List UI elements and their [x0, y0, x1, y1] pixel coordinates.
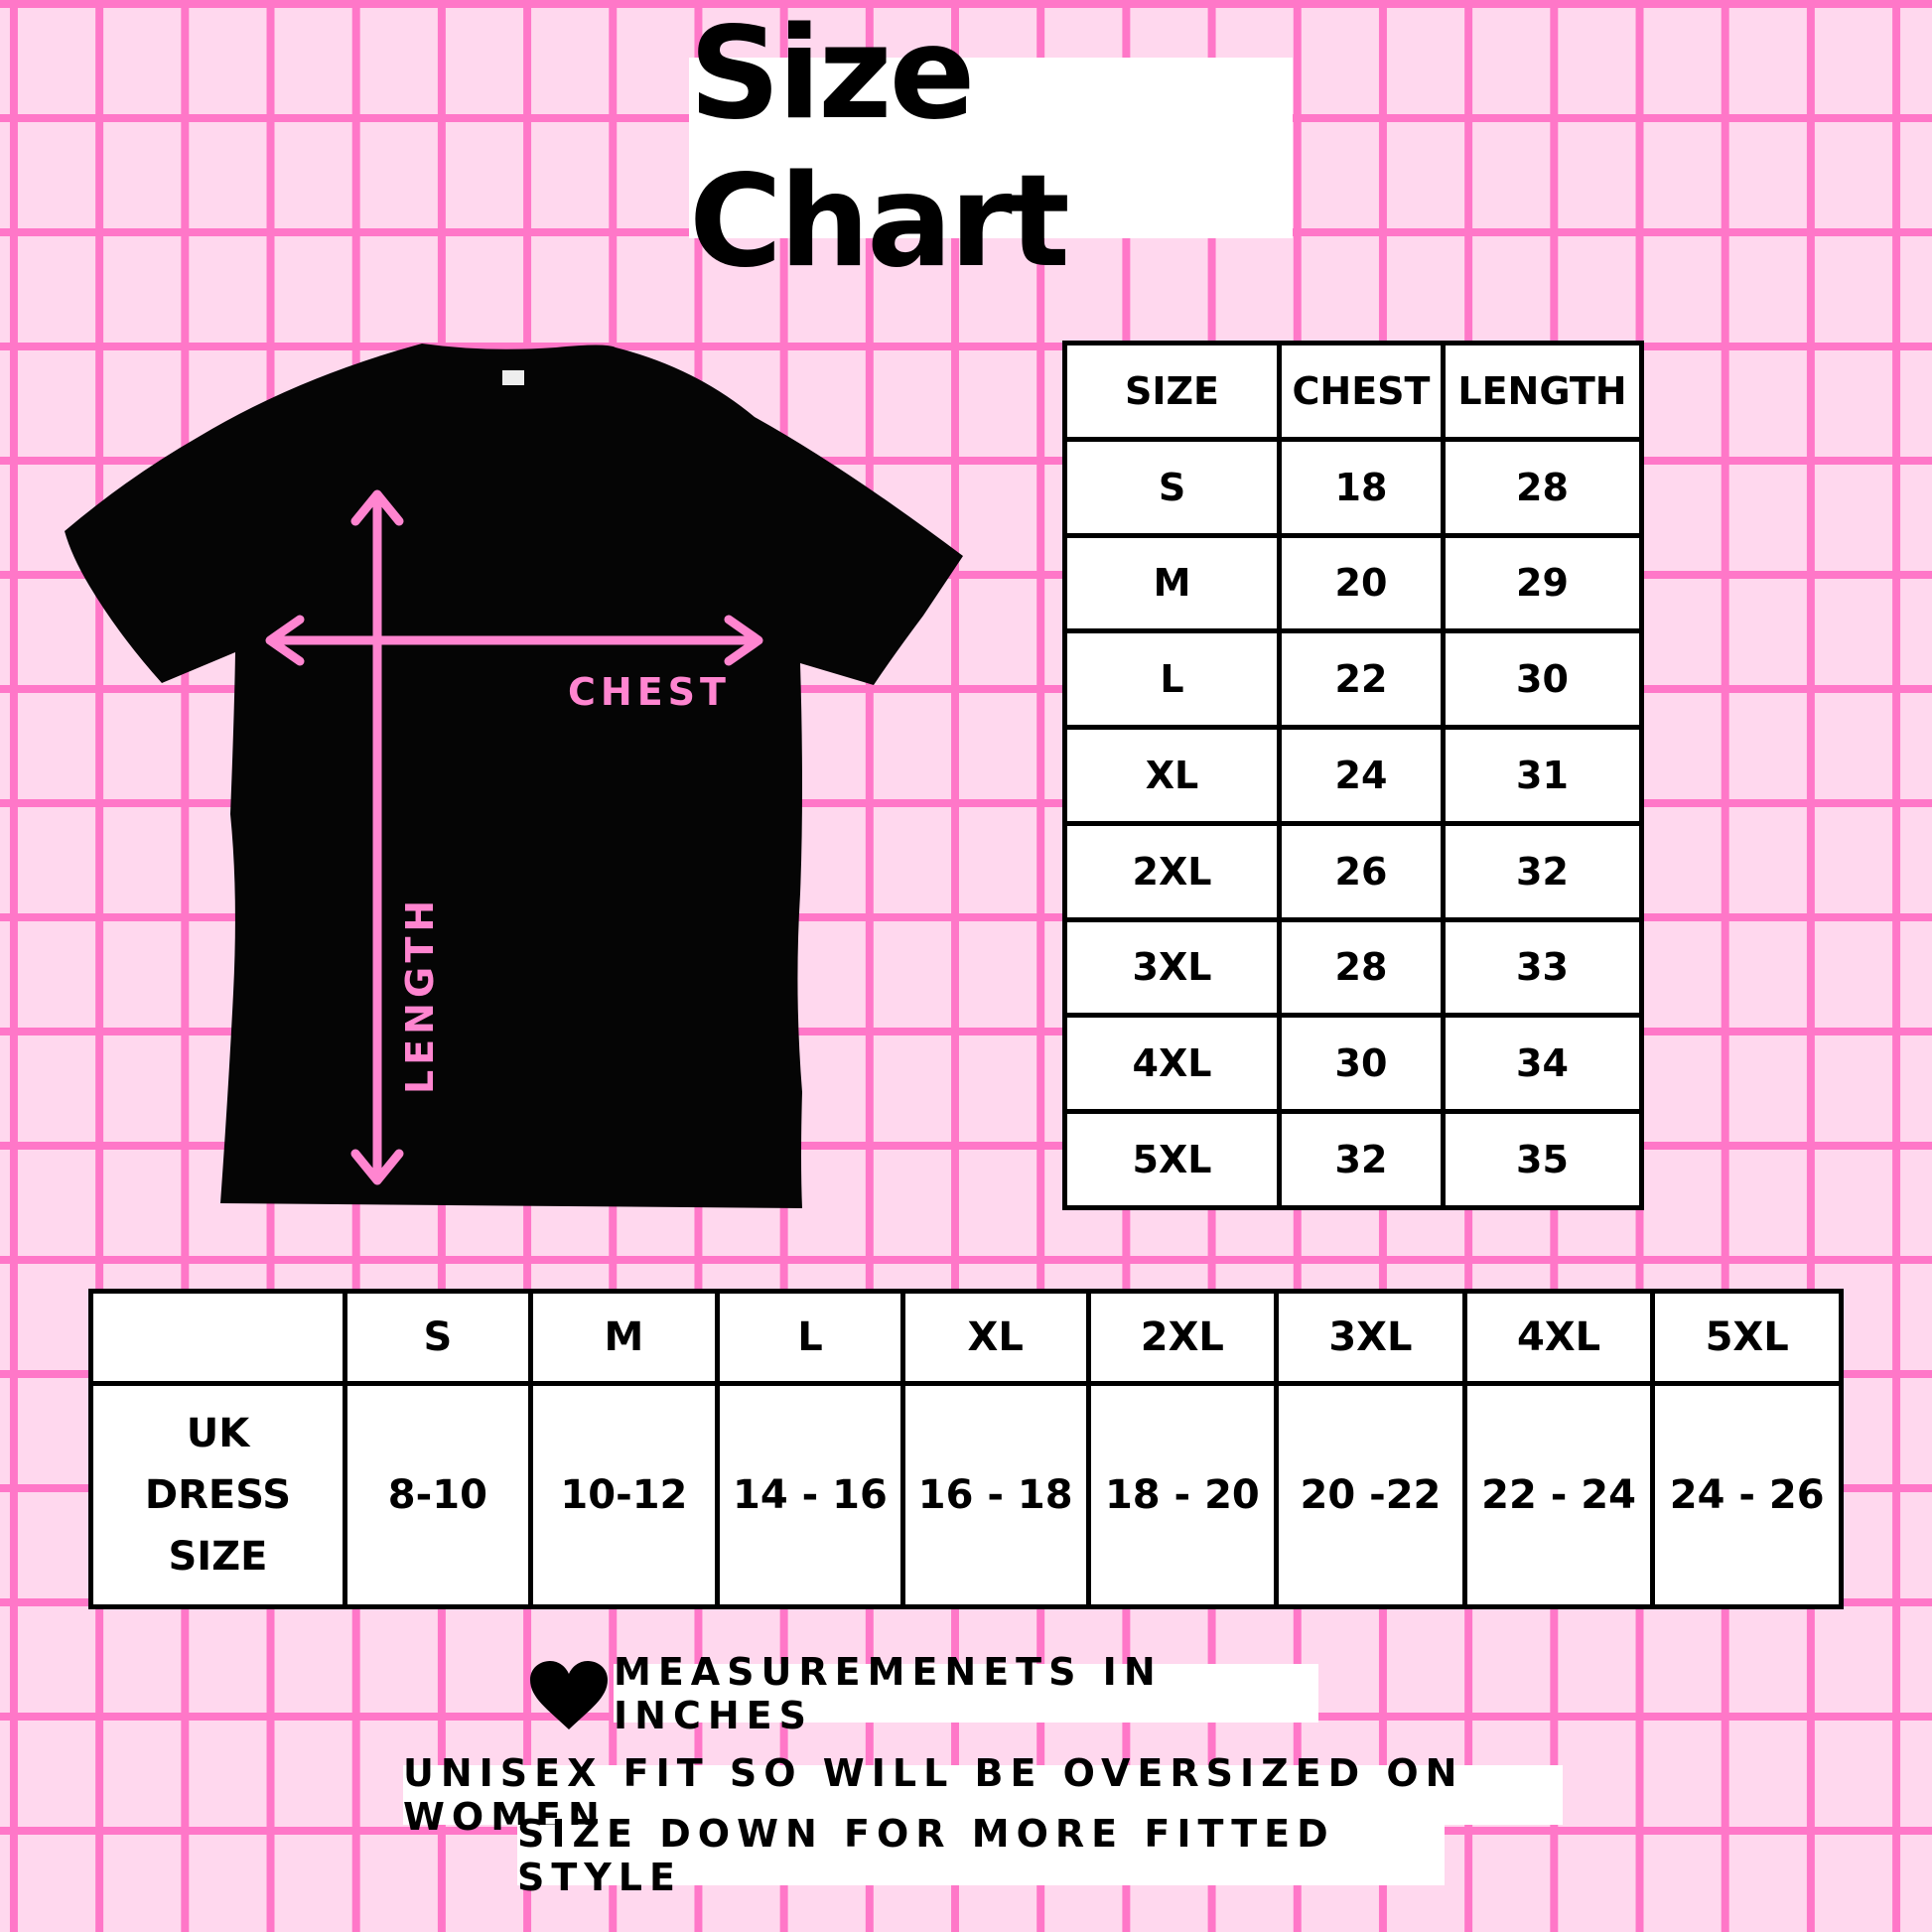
header-size: 2XL	[1085, 1289, 1280, 1386]
chest-arrow-left-head	[265, 615, 305, 666]
length-label: LENGTH	[398, 895, 442, 1094]
header-size: S	[343, 1289, 533, 1386]
header-size: 4XL	[1461, 1289, 1656, 1386]
cell-length: 32	[1441, 820, 1644, 922]
cell-chest: 32	[1277, 1109, 1446, 1210]
cell-uk-size: 20 -22	[1274, 1381, 1467, 1609]
cell-chest: 26	[1277, 820, 1446, 922]
tshirt-diagram	[65, 344, 963, 1208]
cell-length: 33	[1441, 916, 1644, 1019]
table-row: 4XL 30 34	[1062, 1013, 1644, 1115]
cell-size: L	[1062, 628, 1282, 731]
cell-size: M	[1062, 532, 1282, 634]
cell-chest: 18	[1277, 436, 1446, 538]
table-row: UK DRESS SIZE 8-10 10-12 14 - 16 16 - 18…	[87, 1381, 1844, 1609]
cell-uk-size: 8-10	[343, 1381, 533, 1609]
cell-uk-size: 16 - 18	[899, 1381, 1091, 1609]
table-row: 3XL 28 33	[1062, 916, 1644, 1019]
cell-length: 30	[1441, 628, 1644, 731]
header-chest: CHEST	[1277, 341, 1446, 442]
header-size: 3XL	[1274, 1289, 1467, 1386]
cell-length: 35	[1441, 1109, 1644, 1210]
row-label: UK DRESS SIZE	[87, 1381, 348, 1609]
header-empty	[87, 1289, 348, 1386]
table-row: L 22 30	[1062, 628, 1644, 731]
cell-uk-size: 18 - 20	[1085, 1381, 1280, 1609]
table-header-row: S M L XL 2XL 3XL 4XL 5XL	[87, 1289, 1844, 1386]
cell-length: 31	[1441, 725, 1644, 826]
cell-chest: 20	[1277, 532, 1446, 634]
cell-size: 3XL	[1062, 916, 1282, 1019]
table-row: S 18 28	[1062, 436, 1644, 538]
title-box: Size Chart	[689, 0, 1293, 296]
uk-dress-size-table: S M L XL 2XL 3XL 4XL 5XL UK DRESS SIZE 8…	[87, 1289, 1844, 1609]
cell-length: 29	[1441, 532, 1644, 634]
cell-uk-size: 24 - 26	[1650, 1381, 1844, 1609]
cell-uk-size: 22 - 24	[1461, 1381, 1656, 1609]
size-table: SIZE CHEST LENGTH S 18 28 M 20 29 L 22 30 XL 24…	[1062, 341, 1644, 1210]
neck-tag	[502, 370, 524, 385]
table-row: 2XL 26 32	[1062, 820, 1644, 922]
header-size: 5XL	[1650, 1289, 1844, 1386]
cell-size: 2XL	[1062, 820, 1282, 922]
table-header-row: SIZE CHEST LENGTH	[1062, 341, 1644, 442]
table-row: XL 24 31	[1062, 725, 1644, 826]
length-arrow-bottom-head	[350, 1149, 404, 1185]
header-size: SIZE	[1062, 341, 1282, 442]
page-title: Size Chart	[689, 0, 1070, 296]
tshirt-image	[65, 344, 963, 1208]
fit-note-line2: SIZE DOWN FOR MORE FITTED STYLE	[517, 1812, 1445, 1899]
measurement-note: MEASUREMENETS IN INCHES	[614, 1650, 1318, 1737]
cell-chest: 30	[1277, 1013, 1446, 1115]
heart-icon	[530, 1661, 608, 1729]
table-row: 5XL 32 35	[1062, 1109, 1644, 1210]
chest-label: CHEST	[568, 670, 731, 714]
cell-chest: 28	[1277, 916, 1446, 1019]
header-size: L	[715, 1289, 905, 1386]
cell-size: XL	[1062, 725, 1282, 826]
cell-size: S	[1062, 436, 1282, 538]
cell-chest: 24	[1277, 725, 1446, 826]
header-length: LENGTH	[1441, 341, 1644, 442]
cell-uk-size: 14 - 16	[715, 1381, 905, 1609]
header-size: XL	[899, 1289, 1091, 1386]
cell-uk-size: 10-12	[527, 1381, 721, 1609]
cell-length: 34	[1441, 1013, 1644, 1115]
cell-length: 28	[1441, 436, 1644, 538]
length-arrow-top-head	[350, 489, 404, 526]
fit-note-line1: UNISEX FIT SO WILL BE OVERSIZED ON WOMEN	[403, 1751, 1563, 1839]
cell-chest: 22	[1277, 628, 1446, 731]
cell-size: 5XL	[1062, 1109, 1282, 1210]
chest-arrow-right-head	[724, 615, 763, 666]
table-row: M 20 29	[1062, 532, 1644, 634]
header-size: M	[527, 1289, 721, 1386]
cell-size: 4XL	[1062, 1013, 1282, 1115]
